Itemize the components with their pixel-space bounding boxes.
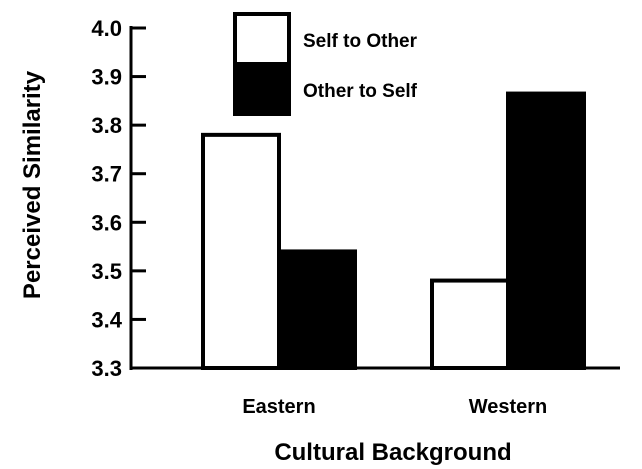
x-axis-title: Cultural Background: [274, 439, 511, 466]
y-axis: 3.3 3.4 3.5 3.6 3.7 3.8 3.9 4.0: [91, 16, 146, 381]
x-tick-label: Western: [469, 396, 548, 418]
bar-eastern-other-to-self: [277, 249, 357, 370]
y-axis-title: Perceived Similarity: [19, 70, 46, 299]
y-tick-label: 3.9: [91, 65, 122, 90]
legend-label: Other to Self: [303, 81, 418, 102]
y-tick-label: 3.8: [91, 113, 122, 138]
y-tick-label: 3.7: [91, 162, 122, 187]
y-tick-label: 4.0: [91, 16, 122, 41]
bar-western-self-to-other: [430, 278, 510, 371]
legend: Self to Other Other to Self: [233, 12, 418, 116]
y-tick-label: 3.4: [91, 307, 122, 332]
y-tick-label: 3.3: [91, 356, 122, 381]
x-tick-label: Eastern: [242, 396, 315, 418]
legend-label: Self to Other: [303, 31, 418, 52]
bars: [201, 91, 586, 371]
legend-swatch-other-to-self: [233, 62, 291, 116]
bar-eastern-self-to-other: [201, 132, 281, 370]
x-axis: Eastern Western: [131, 366, 620, 418]
legend-swatch-self-to-other: [233, 12, 291, 66]
y-tick-label: 3.5: [91, 259, 122, 284]
bar-western-other-to-self: [506, 91, 586, 370]
y-tick-label: 3.6: [91, 210, 122, 235]
